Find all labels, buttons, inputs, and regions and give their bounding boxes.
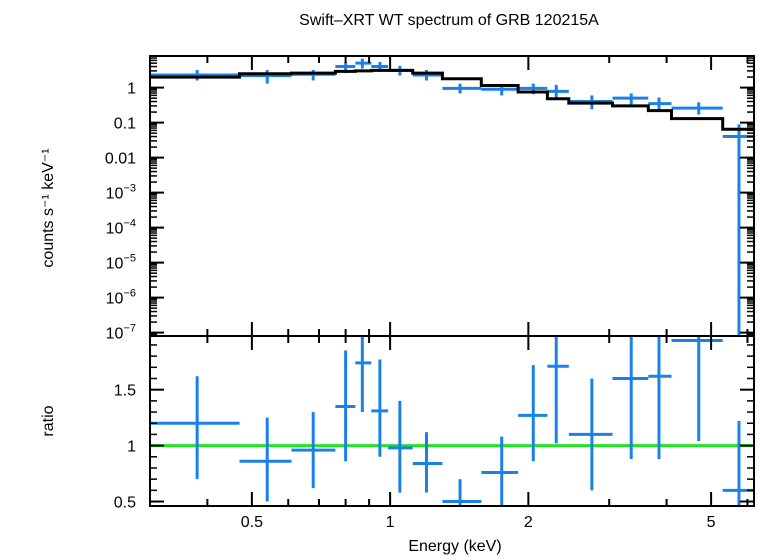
- ratio-frame: [149, 335, 755, 507]
- x-tick-label: 2: [524, 514, 533, 531]
- tick-base: 10: [106, 291, 124, 308]
- ratio-y-tick-labels: 0.5 1 1.5: [114, 383, 136, 512]
- ratio-data-point: [335, 350, 356, 462]
- spectrum-y-tick-label: 10−6: [106, 288, 136, 308]
- ratio-data-point: [412, 432, 443, 493]
- ratio-data-point: [150, 376, 240, 480]
- tick-exponent: −4: [123, 218, 136, 230]
- tick-base: 10: [106, 186, 124, 203]
- spectrum-y-tick-label: 0.01: [105, 151, 136, 168]
- ratio-ylabel: ratio: [40, 405, 57, 436]
- ratio-data-point: [518, 365, 548, 462]
- ratio-data-layer: [150, 336, 754, 506]
- x-tick-labels: 0.5 1 2 5: [241, 514, 716, 531]
- ratio-ticks: [149, 336, 754, 506]
- spectrum-data-point: [442, 83, 482, 94]
- ratio-data-point: [371, 359, 389, 457]
- ratio-data-point: [547, 336, 569, 444]
- ratio-data-point: [355, 336, 372, 413]
- spectrum-data-point: [547, 84, 569, 100]
- spectrum-data-point: [412, 69, 443, 81]
- tick-exponent: −3: [123, 183, 136, 195]
- spectrum-y-tick-label: 10−4: [106, 218, 136, 238]
- spectrum-model-line: [150, 68, 754, 131]
- spectrum-data-point: [355, 58, 372, 69]
- ratio-y-tick-label: 0.5: [114, 495, 136, 512]
- ratio-data-point: [442, 479, 482, 506]
- x-tick-label: 0.5: [241, 514, 263, 531]
- spectrum-data-point: [612, 93, 649, 105]
- spectrum-data-point: [671, 102, 723, 115]
- ratio-data-point: [568, 378, 613, 491]
- tick-base: 10: [106, 256, 124, 273]
- spectrum-data-layer: [150, 58, 754, 336]
- x-tick-label: 1: [386, 514, 395, 531]
- x-tick-label: 5: [707, 514, 716, 531]
- spectrum-frame: [149, 55, 755, 337]
- spectrum-y-tick-label: 10−5: [106, 253, 136, 273]
- ratio-y-tick-label: 1.5: [114, 383, 136, 400]
- spectrum-ylabel: counts s⁻¹ keV⁻¹: [40, 148, 57, 267]
- spectrum-data-point: [239, 69, 292, 84]
- tick-exponent: −7: [123, 323, 136, 335]
- spectrum-data-point: [722, 124, 754, 336]
- tick-exponent: −5: [123, 253, 136, 265]
- x-axis-label: Energy (keV): [408, 538, 501, 555]
- ratio-data-point: [239, 417, 292, 502]
- tick-base: 10: [106, 326, 124, 343]
- spectrum-model-layer: [150, 68, 754, 131]
- ratio-y-tick-label: 1: [127, 439, 136, 456]
- ratio-data-point: [671, 336, 723, 442]
- spectrum-y-tick-label: 1: [127, 81, 136, 98]
- ratio-data-point: [291, 412, 336, 489]
- ratio-panel: 0.5 1 1.5 ratio: [40, 335, 755, 512]
- spectrum-y-tick-label: 10−3: [106, 183, 136, 203]
- tick-exponent: −6: [123, 288, 136, 300]
- ratio-data-point: [612, 336, 649, 460]
- tick-base: 10: [106, 221, 124, 238]
- ratio-data-point: [648, 336, 672, 460]
- spectrum-data-point: [648, 97, 672, 111]
- spectrum-y-tick-label: 10−7: [106, 323, 136, 343]
- ratio-data-point: [388, 400, 413, 493]
- spectrum-data-point: [291, 69, 336, 81]
- spectrum-data-point: [150, 69, 240, 81]
- ratio-data-point: [481, 436, 519, 506]
- spectrum-ticks: [149, 55, 754, 337]
- chart-title: Swift–XRT WT spectrum of GRB 120215A: [299, 12, 599, 29]
- spectrum-y-tick-label: 0.1: [114, 116, 136, 133]
